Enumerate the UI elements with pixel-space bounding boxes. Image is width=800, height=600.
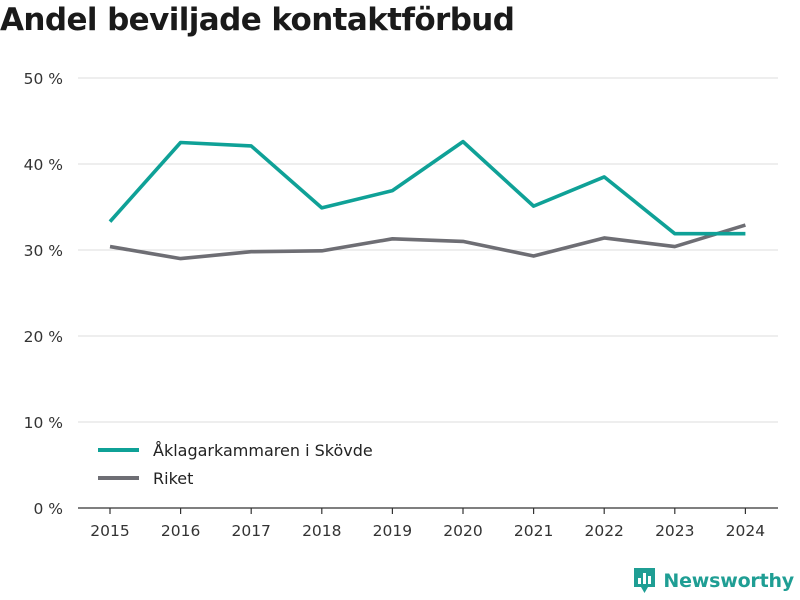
x-tick-label: 2020: [443, 522, 482, 540]
x-tick-label: 2018: [302, 522, 341, 540]
y-tick-label: 20 %: [24, 328, 63, 346]
chart-title: Andel beviljade kontaktförbud: [0, 2, 515, 38]
legend: Åklagarkammaren i Skövde Riket: [98, 441, 373, 488]
series-lines: [108, 139, 746, 261]
y-axis-tick-labels: 0 % 10 % 20 % 30 % 40 % 50 %: [24, 70, 63, 518]
y-tick-label: 0 %: [33, 500, 63, 518]
gridlines: [78, 77, 778, 423]
x-tick-label: 2023: [655, 522, 694, 540]
x-tick-label: 2024: [726, 522, 765, 540]
legend-label: Åklagarkammaren i Skövde: [153, 441, 373, 460]
y-tick-label: 30 %: [24, 242, 63, 260]
x-axis: 2015 2016 2017 2018 2019 2020 2021 2022 2023 2024: [78, 507, 778, 540]
y-tick-label: 40 %: [24, 156, 63, 174]
y-tick-label: 50 %: [24, 70, 63, 88]
brand-name: Newsworthy: [663, 569, 794, 592]
newsworthy-logo-icon: [634, 568, 656, 593]
series-line: [108, 139, 746, 236]
x-tick-label: 2016: [161, 522, 200, 540]
x-tick-label: 2021: [514, 522, 553, 540]
x-tick-label: 2022: [584, 522, 623, 540]
series-line: [109, 223, 746, 261]
brand: Newsworthy: [633, 567, 794, 594]
x-tick-label: 2019: [373, 522, 412, 540]
legend-label: Riket: [153, 469, 193, 488]
x-tick-label: 2017: [231, 522, 270, 540]
y-tick-label: 10 %: [24, 414, 63, 432]
x-tick-label: 2015: [90, 522, 129, 540]
